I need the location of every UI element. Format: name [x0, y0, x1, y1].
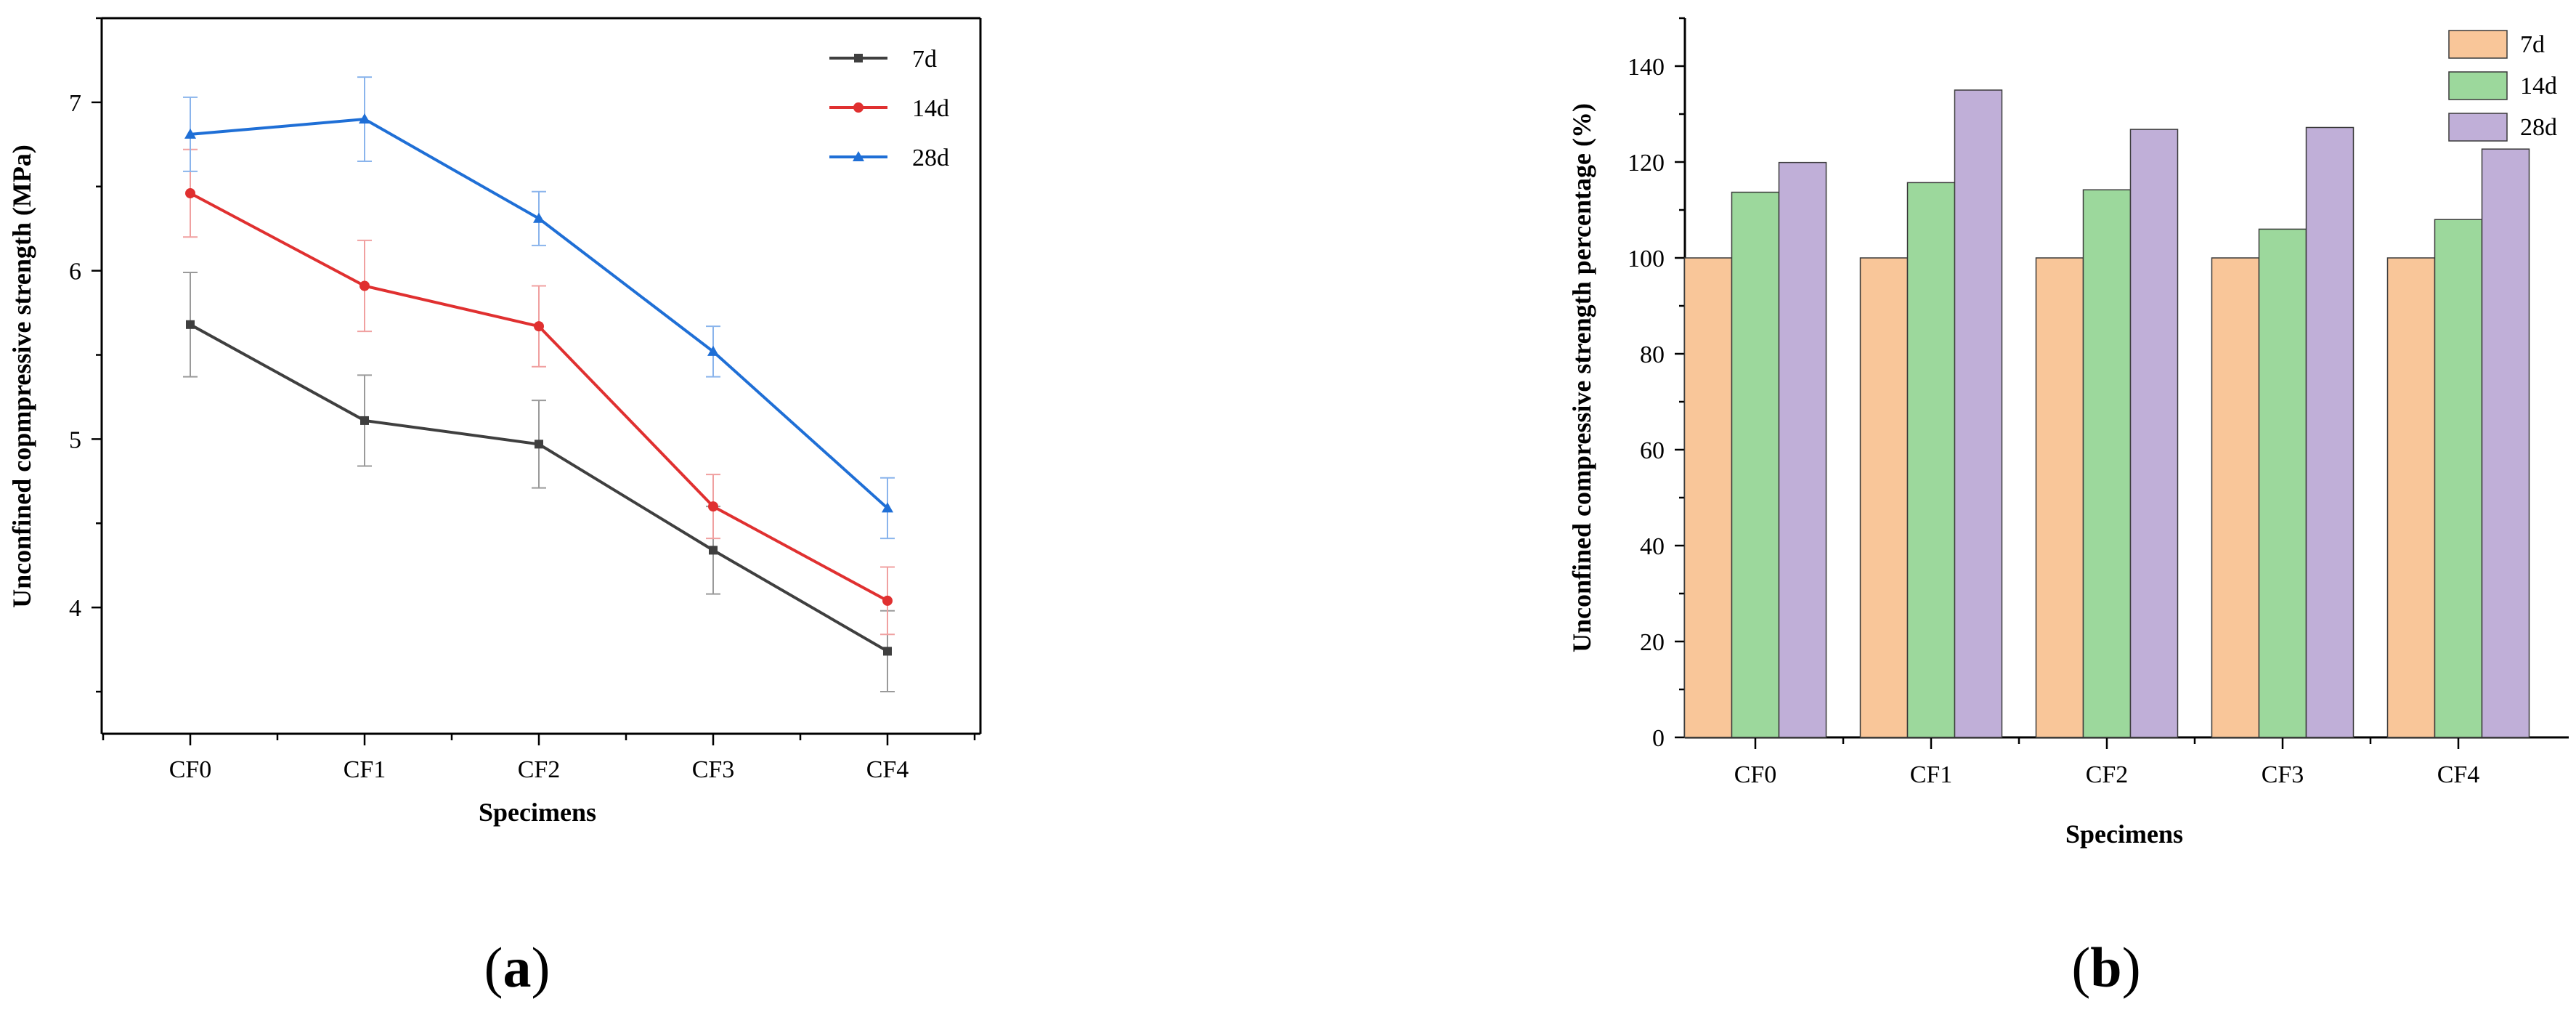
bar-14d — [2434, 219, 2483, 738]
data-point-28d — [707, 345, 719, 356]
axes-b: 0 20 40 60 80 100 120 140 CF0 CF1 CF2 CF3 CF4 — [1628, 17, 2569, 788]
y-axis-title-a: Unconfined copmpressive strength (MPa) — [7, 145, 36, 608]
data-point-7d — [535, 440, 543, 449]
data-point-14d — [708, 501, 718, 512]
bar-14d — [2258, 228, 2307, 738]
legend-swatch-14d — [2448, 71, 2508, 100]
x-tick-label-a: CF0 — [169, 756, 212, 783]
panel-label-b: (b) — [2071, 936, 2140, 999]
line-chart-panel-a: 4 5 6 7 CF0 CF1 CF2 CF3 CF4 7d 14d 28d Specimens U… — [7, 17, 982, 999]
y-tick-label-b: 100 — [1628, 246, 1665, 272]
legend-marker-28d — [853, 151, 864, 161]
data-point-7d — [883, 647, 892, 656]
x-tick-label-a: CF1 — [344, 756, 386, 783]
y-tick-label-b: 40 — [1640, 533, 1665, 560]
series-markers-a — [184, 113, 893, 656]
panel-paren-close-a: ) — [532, 936, 550, 999]
legend-label-28d: 28d — [2520, 114, 2557, 141]
legend-marker-14d — [853, 102, 864, 113]
series-line-14d — [190, 192, 888, 602]
legend-b: 7d 14d 28d — [2448, 30, 2557, 142]
bar-7d — [2386, 257, 2436, 738]
panel-letter-b: b — [2090, 936, 2121, 999]
data-point-28d — [184, 128, 196, 139]
y-tick-label-a: 7 — [69, 90, 81, 117]
legend-swatch-7d — [2448, 30, 2508, 59]
bar-14d — [2082, 189, 2132, 738]
x-tick-label-a: CF3 — [692, 756, 735, 783]
y-tick-label-b: 120 — [1628, 150, 1665, 177]
bar-7d — [1859, 257, 1909, 738]
error-bars-a — [183, 76, 895, 693]
y-tick-label-b: 20 — [1640, 629, 1665, 656]
legend-label-14d: 14d — [912, 95, 949, 122]
bar-chart-panel-b: 0 20 40 60 80 100 120 140 CF0 CF1 CF2 CF3 CF4 7d 14d 2… — [1567, 17, 2569, 999]
data-point-28d — [533, 212, 545, 223]
legend-label-14d: 14d — [2520, 73, 2557, 100]
x-tick-label-b: CF0 — [1734, 761, 1777, 788]
panel-paren-close-b: ) — [2122, 936, 2141, 999]
panel-paren-open-a: ( — [484, 936, 503, 999]
x-tick-label-b: CF4 — [2437, 761, 2480, 788]
data-point-7d — [360, 416, 369, 425]
bar-28d — [2129, 129, 2179, 738]
x-tick-label-b: CF1 — [1910, 761, 1953, 788]
legend-label-7d: 7d — [2520, 31, 2545, 58]
axes-a: 4 5 6 7 CF0 CF1 CF2 CF3 CF4 — [69, 17, 982, 783]
panel-label-a: (a) — [484, 936, 550, 999]
bar-14d — [1731, 191, 1780, 738]
data-point-14d — [359, 280, 370, 291]
y-tick-label-a: 5 — [69, 426, 81, 453]
data-point-7d — [186, 320, 195, 329]
y-tick-label-b: 0 — [1652, 725, 1665, 752]
x-tick-label-b: CF2 — [2086, 761, 2129, 788]
x-axis-title-b: Specimens — [2065, 819, 2183, 849]
data-point-7d — [709, 546, 718, 555]
bar-28d — [1778, 161, 1827, 738]
bar-7d — [2211, 257, 2260, 738]
data-point-14d — [534, 321, 544, 332]
legend-swatch-28d — [2448, 113, 2508, 142]
legend-label-7d: 7d — [912, 46, 937, 73]
bar-14d — [1906, 182, 1956, 738]
bar-7d — [1683, 257, 1733, 738]
bars-b — [1683, 89, 2530, 738]
x-axis-title-a: Specimens — [479, 798, 596, 827]
legend-label-28d: 28d — [912, 145, 949, 171]
x-tick-label-b: CF3 — [2262, 761, 2304, 788]
legend-a: 7d 14d 28d — [829, 46, 949, 171]
y-tick-label-a: 6 — [69, 259, 81, 286]
y-axis-title-b: Unconfined compressive strength percenta… — [1567, 103, 1596, 652]
bar-28d — [2481, 148, 2530, 738]
data-point-28d — [359, 113, 370, 124]
bar-7d — [2035, 257, 2084, 738]
data-point-28d — [882, 502, 893, 513]
bar-28d — [2305, 126, 2354, 738]
y-tick-label-b: 60 — [1640, 437, 1665, 464]
panel-letter-a: a — [503, 936, 532, 999]
x-tick-label-a: CF4 — [866, 756, 909, 783]
y-tick-label-b: 80 — [1640, 341, 1665, 368]
bar-28d — [1954, 89, 2003, 738]
data-point-14d — [185, 188, 195, 199]
x-tick-label-a: CF2 — [518, 756, 561, 783]
legend-marker-7d — [854, 54, 863, 62]
data-point-14d — [882, 595, 893, 606]
panel-paren-open-b: ( — [2071, 936, 2090, 999]
y-tick-label-a: 4 — [69, 595, 81, 622]
y-tick-label-b: 140 — [1628, 54, 1665, 81]
